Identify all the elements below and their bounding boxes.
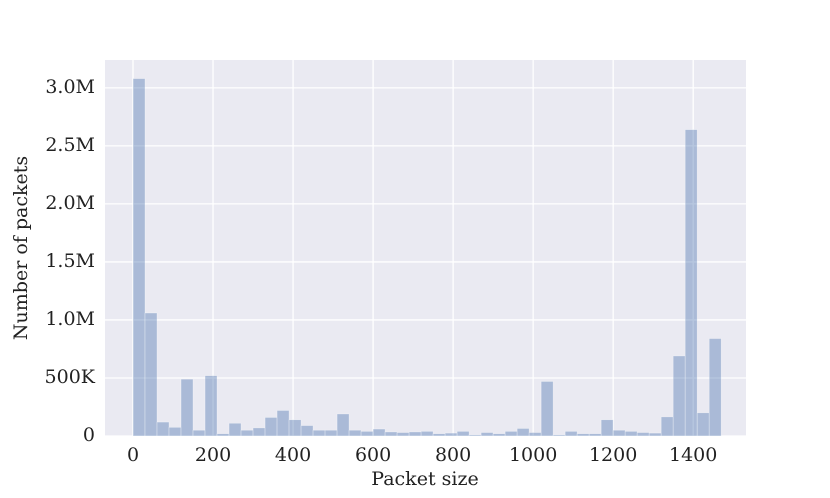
y-tick-label: 500K xyxy=(45,366,96,388)
bar xyxy=(240,429,254,437)
bar xyxy=(540,381,554,437)
bar xyxy=(492,433,506,437)
bar xyxy=(528,432,542,437)
bar xyxy=(216,433,230,437)
bar xyxy=(408,431,422,437)
bar xyxy=(564,431,578,437)
bar xyxy=(504,431,518,437)
bar xyxy=(672,355,686,437)
bar xyxy=(624,431,638,437)
bar xyxy=(360,431,374,437)
bar xyxy=(252,427,266,437)
bar xyxy=(192,429,206,437)
bar xyxy=(432,433,446,437)
bar xyxy=(516,428,530,437)
bar xyxy=(348,429,362,437)
bar xyxy=(456,431,470,437)
bar xyxy=(300,425,314,437)
bar xyxy=(588,433,602,437)
x-tick-label: 800 xyxy=(435,444,471,466)
plot-background xyxy=(105,60,746,436)
bar xyxy=(168,426,182,437)
bar xyxy=(708,338,722,437)
y-tick-label: 3.0M xyxy=(45,76,95,98)
x-tick-label: 1200 xyxy=(589,444,637,466)
bar xyxy=(468,434,482,437)
bar xyxy=(180,378,194,437)
bar xyxy=(660,416,674,437)
bar xyxy=(228,422,242,437)
bar xyxy=(684,129,698,437)
bar xyxy=(264,417,278,437)
y-tick-label: 0 xyxy=(83,424,95,446)
x-tick-label: 0 xyxy=(127,444,139,466)
x-tick-label: 600 xyxy=(355,444,391,466)
bar xyxy=(552,434,566,437)
bar xyxy=(288,419,302,437)
bar xyxy=(444,432,458,437)
bar xyxy=(372,428,386,437)
y-tick-label: 1.0M xyxy=(45,308,95,330)
bar xyxy=(204,375,218,437)
x-axis-label: Packet size xyxy=(371,468,478,490)
bar xyxy=(132,78,146,437)
bar xyxy=(144,312,158,437)
x-tick-label: 200 xyxy=(195,444,231,466)
y-tick-label: 2.0M xyxy=(45,192,95,214)
y-tick-label: 1.5M xyxy=(45,250,95,272)
bar xyxy=(648,432,662,437)
bar xyxy=(612,429,626,437)
x-tick-label: 1000 xyxy=(509,444,557,466)
bar xyxy=(420,431,434,437)
bar xyxy=(276,410,290,437)
bar xyxy=(576,433,590,437)
bar xyxy=(480,432,494,437)
y-axis-label: Number of packets xyxy=(10,156,32,340)
bar xyxy=(636,432,650,437)
bar xyxy=(600,419,614,437)
bar xyxy=(156,421,170,437)
bar xyxy=(312,429,326,437)
bar xyxy=(324,429,338,437)
x-tick-label: 1400 xyxy=(669,444,717,466)
bar xyxy=(696,412,710,437)
bar xyxy=(384,431,398,437)
y-tick-label: 2.5M xyxy=(45,134,95,156)
bar xyxy=(396,432,410,437)
bar xyxy=(336,413,350,437)
x-tick-label: 400 xyxy=(275,444,311,466)
